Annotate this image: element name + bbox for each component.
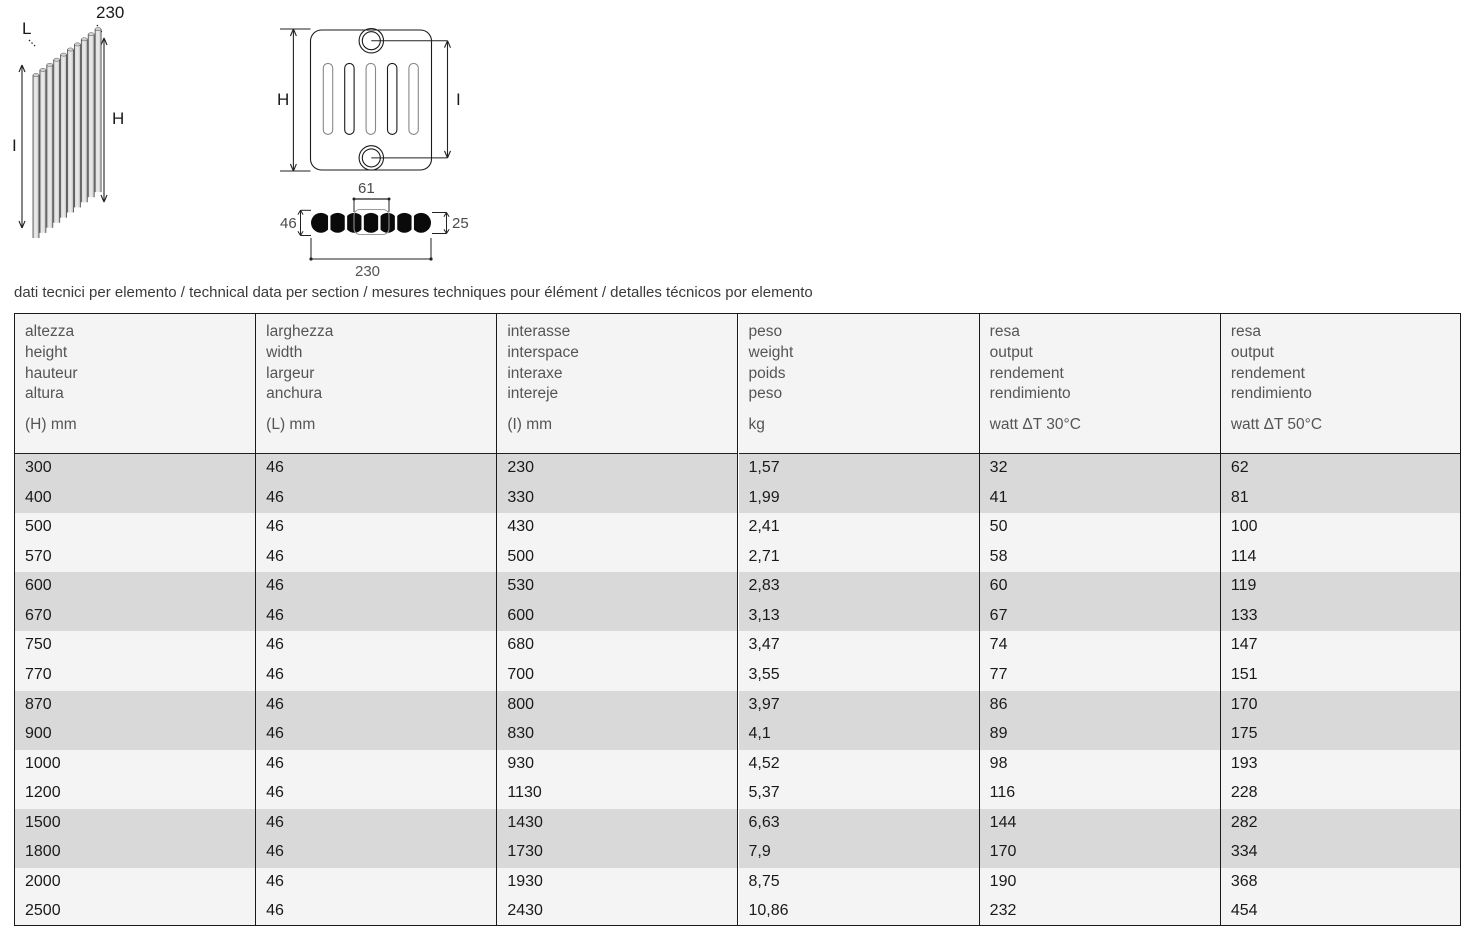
svg-text:46: 46 (280, 215, 297, 232)
svg-text:H: H (277, 90, 289, 109)
svg-text:230: 230 (355, 263, 380, 280)
svg-text:61: 61 (358, 180, 375, 197)
svg-text:I: I (456, 90, 461, 109)
svg-text:25: 25 (452, 215, 469, 232)
